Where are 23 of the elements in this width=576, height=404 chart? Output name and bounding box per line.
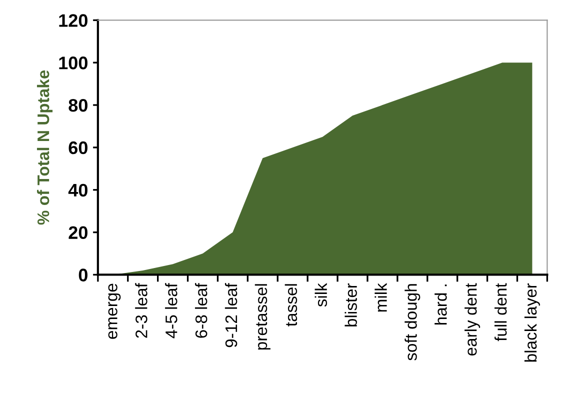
- y-tick-label: 0: [78, 268, 88, 282]
- y-tick-label: 100: [59, 56, 88, 70]
- x-tick-label: tassel: [284, 284, 298, 326]
- y-tick-label: 80: [68, 98, 88, 112]
- x-tick-label: full dent: [494, 283, 507, 342]
- y-tick-label: 120: [59, 14, 88, 27]
- x-tick-label: 6-8 leaf: [194, 283, 208, 338]
- y-tick-label: 60: [68, 141, 88, 154]
- x-tick-label: emerge: [108, 284, 121, 339]
- x-tick-label: pretassel: [254, 284, 270, 350]
- x-tick-label: 2-3 leaf: [135, 283, 148, 338]
- x-tick-label: blister: [344, 283, 357, 326]
- y-tick-label: 20: [68, 226, 88, 240]
- x-tick-label: silk: [314, 283, 328, 307]
- x-tick-label: 4-5 leaf: [165, 283, 178, 338]
- x-tick-label: hard .: [434, 284, 447, 325]
- x-tick-label: soft dough: [404, 284, 420, 360]
- x-tick-label: early dent: [464, 283, 480, 356]
- y-tick-label: 40: [68, 184, 88, 197]
- x-tick-label: 9-12 leaf: [224, 283, 238, 348]
- x-tick-label: milk: [374, 283, 387, 312]
- x-tick-label: black layer: [524, 283, 540, 362]
- y-axis-title: % of Total N Uptake: [36, 70, 53, 225]
